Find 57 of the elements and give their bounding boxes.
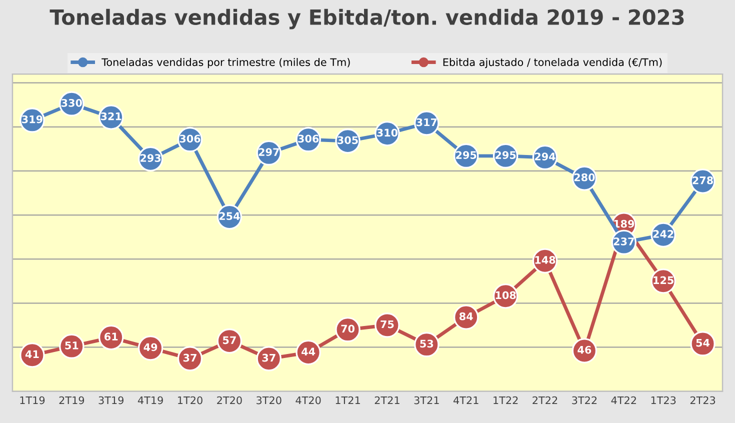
- data-label: 305: [338, 136, 358, 144]
- data-label: 75: [380, 320, 394, 328]
- x-tick-label: 2T23: [690, 396, 716, 404]
- x-tick-label: 2T20: [217, 396, 242, 404]
- data-label: 41: [25, 350, 39, 358]
- data-label: 306: [180, 134, 200, 143]
- data-label: 37: [183, 354, 196, 362]
- data-label: 295: [496, 151, 516, 159]
- x-tick-label: 1T19: [20, 396, 45, 404]
- x-tick-label: 1T22: [494, 396, 518, 404]
- data-label: 49: [144, 343, 158, 352]
- data-label: 237: [614, 237, 634, 246]
- data-label: 254: [219, 212, 240, 220]
- x-tick-label: 4T21: [454, 396, 478, 404]
- data-label: 61: [104, 332, 118, 341]
- data-label: 189: [614, 220, 634, 228]
- data-label: 297: [258, 148, 279, 156]
- x-tick-label: 1T20: [178, 396, 202, 404]
- data-label: 125: [654, 276, 674, 284]
- x-tick-label: 1T23: [651, 396, 676, 404]
- data-label: 293: [140, 154, 161, 162]
- x-tick-label: 2T22: [532, 396, 558, 404]
- data-label: 294: [534, 152, 556, 160]
- data-label: 319: [22, 115, 42, 124]
- x-tick-label: 4T20: [296, 396, 321, 404]
- data-label: 280: [574, 173, 595, 182]
- data-label: 278: [692, 176, 714, 184]
- data-label: 84: [460, 312, 473, 320]
- data-label: 148: [535, 256, 556, 264]
- data-label: 310: [377, 128, 398, 137]
- data-label: 295: [456, 151, 476, 159]
- legend-label: Ebitda ajustado / tonelada vendida (€/Tm): [443, 58, 662, 68]
- data-label: 44: [302, 348, 316, 356]
- data-label: 53: [420, 340, 434, 348]
- data-label: 108: [496, 291, 516, 300]
- x-tick-label: 4T22: [611, 396, 636, 404]
- x-tick-label: 3T22: [572, 396, 597, 404]
- x-tick-label: 1T21: [336, 396, 360, 404]
- legend-label: Toneladas vendidas por trimestre (miles de Tm): [102, 58, 350, 68]
- data-label: 46: [578, 346, 592, 354]
- x-tick-label: 3T19: [98, 396, 124, 404]
- data-label: 330: [61, 98, 82, 107]
- x-tick-label: 3T21: [414, 396, 439, 404]
- data-label: 321: [100, 112, 122, 120]
- x-tick-label: 4T19: [138, 396, 163, 404]
- data-label: 306: [298, 134, 319, 143]
- x-tick-label: 3T20: [256, 396, 282, 404]
- data-label: 54: [696, 338, 710, 347]
- data-label: 70: [341, 324, 355, 333]
- x-tick-label: 2T21: [374, 396, 400, 404]
- data-label: 242: [653, 230, 674, 238]
- data-label: 57: [223, 336, 236, 344]
- data-label: 37: [262, 354, 276, 362]
- data-label: 51: [65, 342, 78, 350]
- data-label: 317: [416, 118, 437, 126]
- x-tick-label: 2T19: [59, 396, 84, 404]
- chart-title: Toneladas vendidas y Ebitda/ton. vendida 2019 - 2023: [50, 8, 684, 30]
